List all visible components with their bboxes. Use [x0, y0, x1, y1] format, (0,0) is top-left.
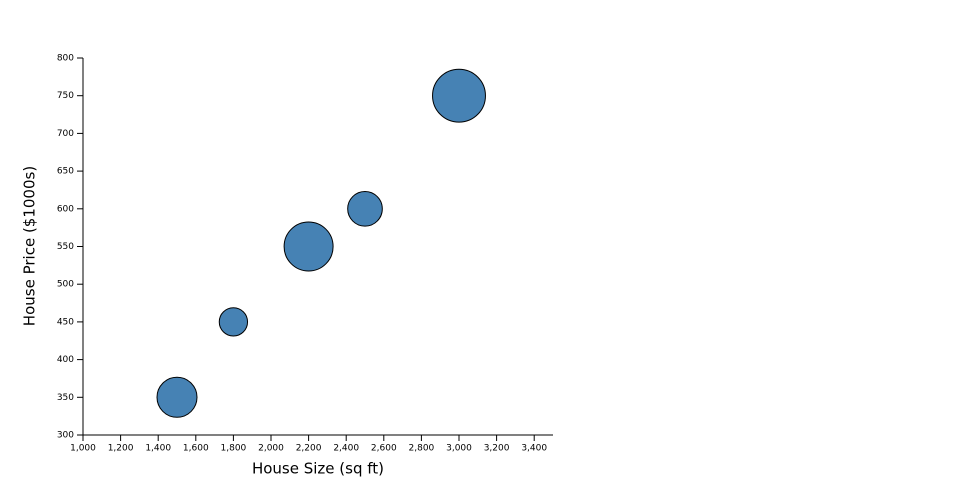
x-tick-label: 1,400 — [145, 444, 171, 454]
x-tick-label: 2,800 — [409, 444, 435, 454]
y-tick-label: 350 — [57, 393, 74, 403]
x-tick-label: 2,400 — [333, 444, 359, 454]
y-tick-label: 500 — [57, 280, 74, 290]
x-tick-label: 1,600 — [183, 444, 209, 454]
y-axis-title: House Price ($1000s) — [21, 166, 39, 326]
y-tick-label: 800 — [57, 54, 74, 64]
x-tick-label: 3,400 — [521, 444, 547, 454]
y-tick-label: 650 — [57, 167, 74, 177]
x-axis-title: House Size (sq ft) — [252, 460, 384, 478]
bubble — [156, 376, 198, 418]
x-tick-label: 1,000 — [70, 444, 96, 454]
x-tick-label: 2,600 — [371, 444, 397, 454]
x-tick-label: 2,200 — [296, 444, 322, 454]
bubble — [432, 68, 486, 123]
y-tick-label: 450 — [57, 317, 74, 327]
x-tick-label: 2,000 — [258, 444, 284, 454]
y-tick-label: 550 — [57, 242, 74, 252]
x-tick-label: 1,800 — [221, 444, 247, 454]
y-tick-label: 750 — [57, 91, 74, 101]
bubble — [283, 221, 334, 272]
bubble — [218, 307, 249, 337]
y-tick-label: 400 — [57, 355, 74, 365]
x-tick-label: 3,000 — [446, 444, 472, 454]
x-tick-label: 1,200 — [108, 444, 134, 454]
bubble — [347, 190, 383, 227]
y-tick-label: 700 — [57, 129, 74, 139]
y-tick-label: 600 — [57, 204, 74, 214]
x-tick-label: 3,200 — [484, 444, 510, 454]
y-tick-label: 300 — [57, 431, 74, 441]
